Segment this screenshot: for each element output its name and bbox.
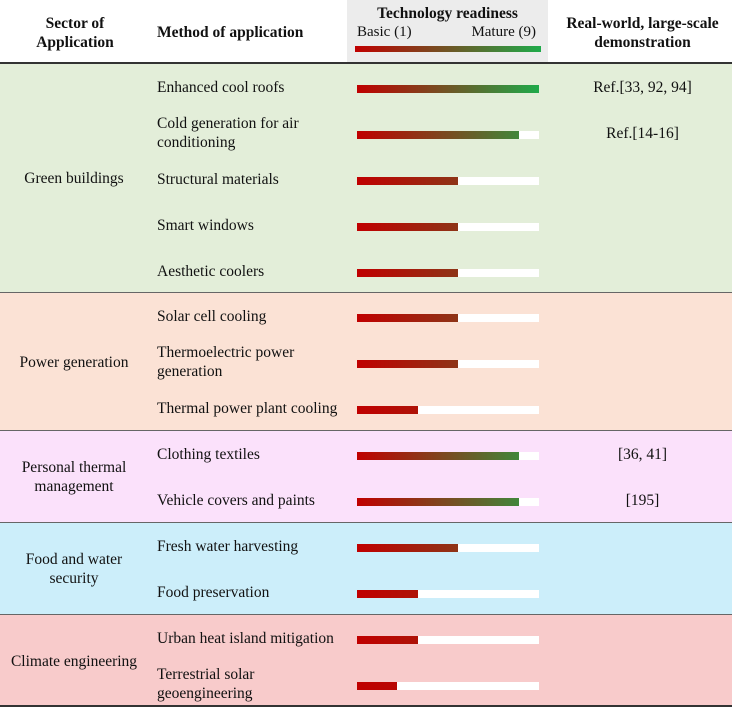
table-row: Food preservation: [0, 569, 732, 615]
readiness-fill: [357, 544, 459, 552]
readiness-fill: [357, 269, 459, 277]
section-food-water-security: Food and water security Fresh water harv…: [0, 522, 732, 614]
header-tech-title: Technology readiness: [377, 5, 518, 22]
bottom-rule: [0, 705, 732, 707]
readiness-bar: [357, 544, 539, 552]
table-row: Urban heat island mitigation: [0, 615, 732, 661]
readiness-bar: [357, 636, 539, 644]
readiness-bar: [357, 177, 539, 185]
method-name: Terrestrial solar geoengineering: [157, 666, 255, 702]
section-green-buildings: Green buildings Enhanced cool roofs Ref.…: [0, 64, 732, 292]
table-row: Aesthetic coolers: [0, 248, 732, 294]
readiness-fill: [357, 406, 418, 414]
table-row: Vehicle covers and paints [195]: [0, 477, 732, 523]
table-row: Structural materials: [0, 156, 732, 202]
header-technology-readiness: Technology readiness Basic (1) Mature (9…: [347, 0, 548, 63]
header-tech-basic: Basic (1): [357, 24, 412, 40]
readiness-fill: [357, 498, 519, 506]
table-row: Thermal power plant cooling: [0, 385, 732, 431]
table-row: Clothing textiles [36, 41]: [0, 431, 732, 477]
table-header: Sector of Application Method of applicat…: [0, 0, 732, 63]
table-row: Fresh water harvesting: [0, 523, 732, 569]
readiness-bar: [357, 85, 539, 93]
readiness-legend-gradient: [355, 46, 541, 52]
readiness-bar: [357, 682, 539, 690]
method-name: Fresh water harvesting: [157, 538, 299, 555]
method-name: Thermal power plant cooling: [157, 399, 338, 417]
section-label: Green buildings: [24, 169, 124, 187]
method-name: Smart windows: [157, 217, 254, 234]
table-row: Terrestrial solar geoengineering: [0, 661, 732, 707]
table-row: Thermoelectric power generation: [0, 339, 732, 385]
table-row: Smart windows: [0, 202, 732, 248]
header-sector: Sector of Application: [36, 15, 114, 51]
method-name: Aesthetic coolers: [157, 263, 265, 280]
readiness-fill: [357, 85, 539, 93]
readiness-fill: [357, 682, 398, 690]
method-name: Enhanced cool roofs: [157, 79, 285, 96]
section-label: Personal thermal management: [21, 459, 127, 495]
method-name: Structural materials: [157, 171, 279, 188]
readiness-fill: [357, 314, 459, 322]
readiness-fill: [357, 360, 459, 368]
method-name: Food preservation: [157, 584, 270, 601]
readiness-fill: [357, 452, 519, 460]
section-personal-thermal-management: Personal thermal management Clothing tex…: [0, 430, 732, 522]
readiness-fill: [357, 590, 418, 598]
table-row: Enhanced cool roofs Ref.[33, 92, 94]: [0, 64, 732, 110]
method-name: Vehicle covers and paints: [157, 492, 315, 509]
reference: Ref.[33, 92, 94]: [593, 79, 692, 96]
reference: [195]: [625, 492, 660, 509]
header-real-world: Real-world, large-scale demonstration: [566, 15, 719, 51]
readiness-bar: [357, 590, 539, 598]
readiness-bar: [357, 269, 539, 277]
readiness-bar: [357, 360, 539, 368]
readiness-bar: [357, 131, 539, 139]
table-row: Solar cell cooling: [0, 293, 732, 339]
header-rule: [0, 62, 732, 64]
readiness-bar: [357, 314, 539, 322]
readiness-fill: [357, 131, 519, 139]
section-climate-engineering: Climate engineering Urban heat island mi…: [0, 614, 732, 706]
section-label: Food and water security: [25, 551, 123, 587]
readiness-fill: [357, 223, 459, 231]
method-name: Clothing textiles: [157, 446, 260, 463]
reference: [36, 41]: [617, 446, 668, 463]
readiness-bar: [357, 223, 539, 231]
readiness-fill: [357, 636, 418, 644]
reference: Ref.[14-16]: [606, 125, 679, 142]
readiness-bar: [357, 452, 539, 460]
method-name: Cold generation for air conditioning: [157, 115, 299, 151]
method-name: Solar cell cooling: [157, 308, 267, 325]
method-name: Thermoelectric power generation: [157, 344, 295, 380]
header-method: Method of application: [157, 24, 304, 41]
readiness-bar: [357, 406, 539, 414]
table-row: Cold generation for air conditioning Ref…: [0, 110, 732, 156]
section-label: Power generation: [19, 353, 129, 371]
section-power-generation: Power generation Solar cell cooling Ther…: [0, 292, 732, 430]
readiness-bar: [357, 498, 539, 506]
readiness-fill: [357, 177, 459, 185]
method-name: Urban heat island mitigation: [157, 629, 334, 647]
header-tech-mature: Mature (9): [471, 24, 536, 40]
section-label: Climate engineering: [10, 652, 138, 670]
